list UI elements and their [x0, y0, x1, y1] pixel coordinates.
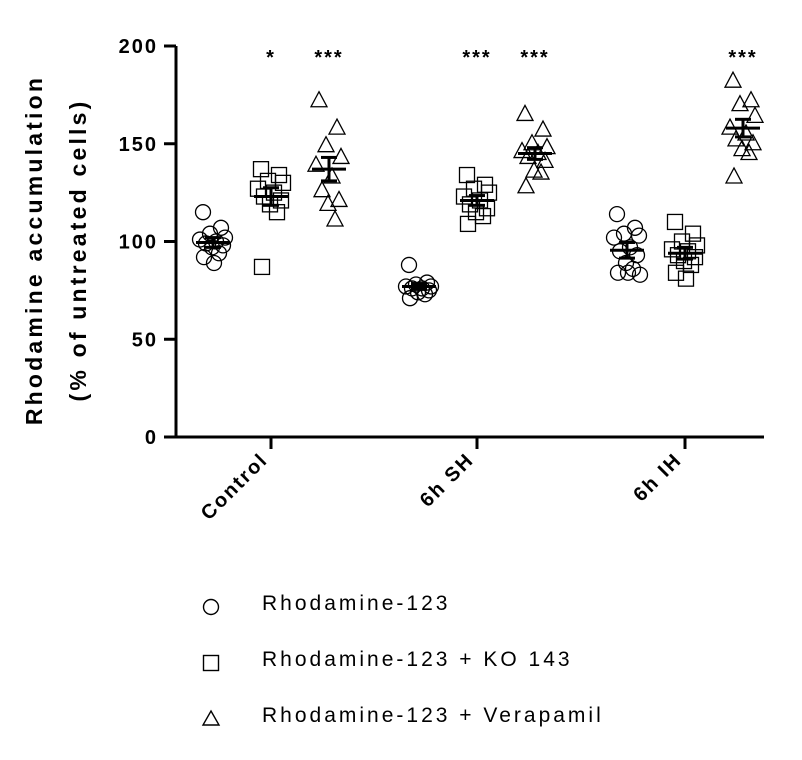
data-point-triangle — [512, 141, 532, 159]
legend-label: Rhodamine-123 + Verapamil — [262, 704, 604, 727]
y-tick-label: 150 — [119, 134, 158, 156]
data-point-square — [677, 270, 695, 287]
circle-marker-icon — [202, 598, 220, 616]
data-point-triangle — [739, 143, 759, 161]
data-point-triangle — [741, 90, 761, 108]
data-point-triangle — [325, 209, 345, 227]
data-point-triangle — [329, 190, 349, 208]
data-point-circle — [401, 290, 419, 307]
data-point-circle — [619, 264, 637, 281]
data-point-circle — [609, 264, 627, 281]
data-point-triangle — [745, 105, 765, 124]
data-point-triangle — [516, 176, 536, 194]
significance-label: * — [266, 47, 276, 69]
y-tick-label: 50 — [132, 329, 158, 351]
data-point-triangle — [723, 70, 743, 88]
data-point-circle — [194, 204, 212, 221]
chart: 0 50 100 150 200 Control 6h SH 6h IH Rhodamine… — [21, 36, 765, 525]
data-point-circle — [615, 225, 633, 242]
data-point-square — [667, 264, 685, 281]
y-tick-label: 100 — [119, 232, 158, 254]
square-marker-icon — [202, 654, 220, 672]
data-point-triangle — [515, 104, 535, 122]
data-point-circle — [205, 254, 223, 272]
data-point-circle — [214, 237, 232, 254]
data-point-square — [666, 213, 684, 231]
data-point-circle — [626, 219, 644, 236]
data-point-circle — [630, 227, 648, 244]
data-point-triangle — [730, 94, 750, 112]
data-point-square — [663, 241, 681, 258]
data-point-triangle — [306, 154, 326, 172]
legend-label: Rhodamine-123 + KO 143 — [262, 648, 573, 671]
plot-area: * ****** *** *** — [191, 47, 765, 307]
data-point-triangle — [732, 139, 752, 157]
data-point-triangle — [524, 160, 544, 178]
x-axis: Control 6h SH 6h IH — [176, 435, 764, 525]
significance-label: *** — [520, 47, 549, 69]
data-point-circle — [400, 256, 418, 274]
data-point-triangle — [743, 133, 763, 151]
data-point-square — [253, 258, 271, 276]
data-point-circle — [195, 248, 213, 266]
data-point-circle — [212, 219, 230, 236]
data-point-triangle — [533, 119, 553, 137]
y-tick-label: 200 — [119, 36, 158, 58]
significance-label: *** — [314, 47, 343, 69]
data-point-triangle — [312, 180, 332, 198]
y-axis-label-line1: Rhodamine accumulation — [21, 75, 47, 425]
data-point-triangle — [531, 162, 551, 180]
data-point-triangle — [522, 133, 542, 151]
legend-label: Rhodamine-123 — [262, 592, 451, 615]
data-point-circle — [631, 266, 649, 283]
data-point-triangle — [318, 193, 338, 212]
data-point-triangle — [724, 166, 744, 184]
significance-label: *** — [462, 47, 491, 69]
data-point-triangle — [327, 117, 347, 135]
data-point-triangle — [518, 147, 538, 165]
data-point-circle — [605, 229, 623, 246]
significance-label: *** — [728, 47, 757, 69]
data-point-circle — [608, 205, 626, 223]
data-point-circle — [210, 245, 228, 262]
x-category-label: 6h SH — [416, 449, 479, 512]
y-axis-label-line2: (% of untreated cells) — [65, 99, 91, 402]
y-tick-label: 0 — [145, 427, 158, 449]
y-axis: 0 50 100 150 200 — [119, 36, 178, 449]
x-category-label: 6h IH — [629, 449, 686, 506]
x-category-label: Control — [197, 449, 273, 525]
data-point-square — [458, 166, 476, 184]
data-point-square — [272, 192, 290, 209]
data-point-triangle — [316, 135, 336, 153]
data-point-square — [459, 215, 477, 233]
data-point-triangle — [309, 90, 329, 108]
data-point-square — [274, 174, 292, 192]
triangle-marker-icon — [201, 709, 221, 726]
